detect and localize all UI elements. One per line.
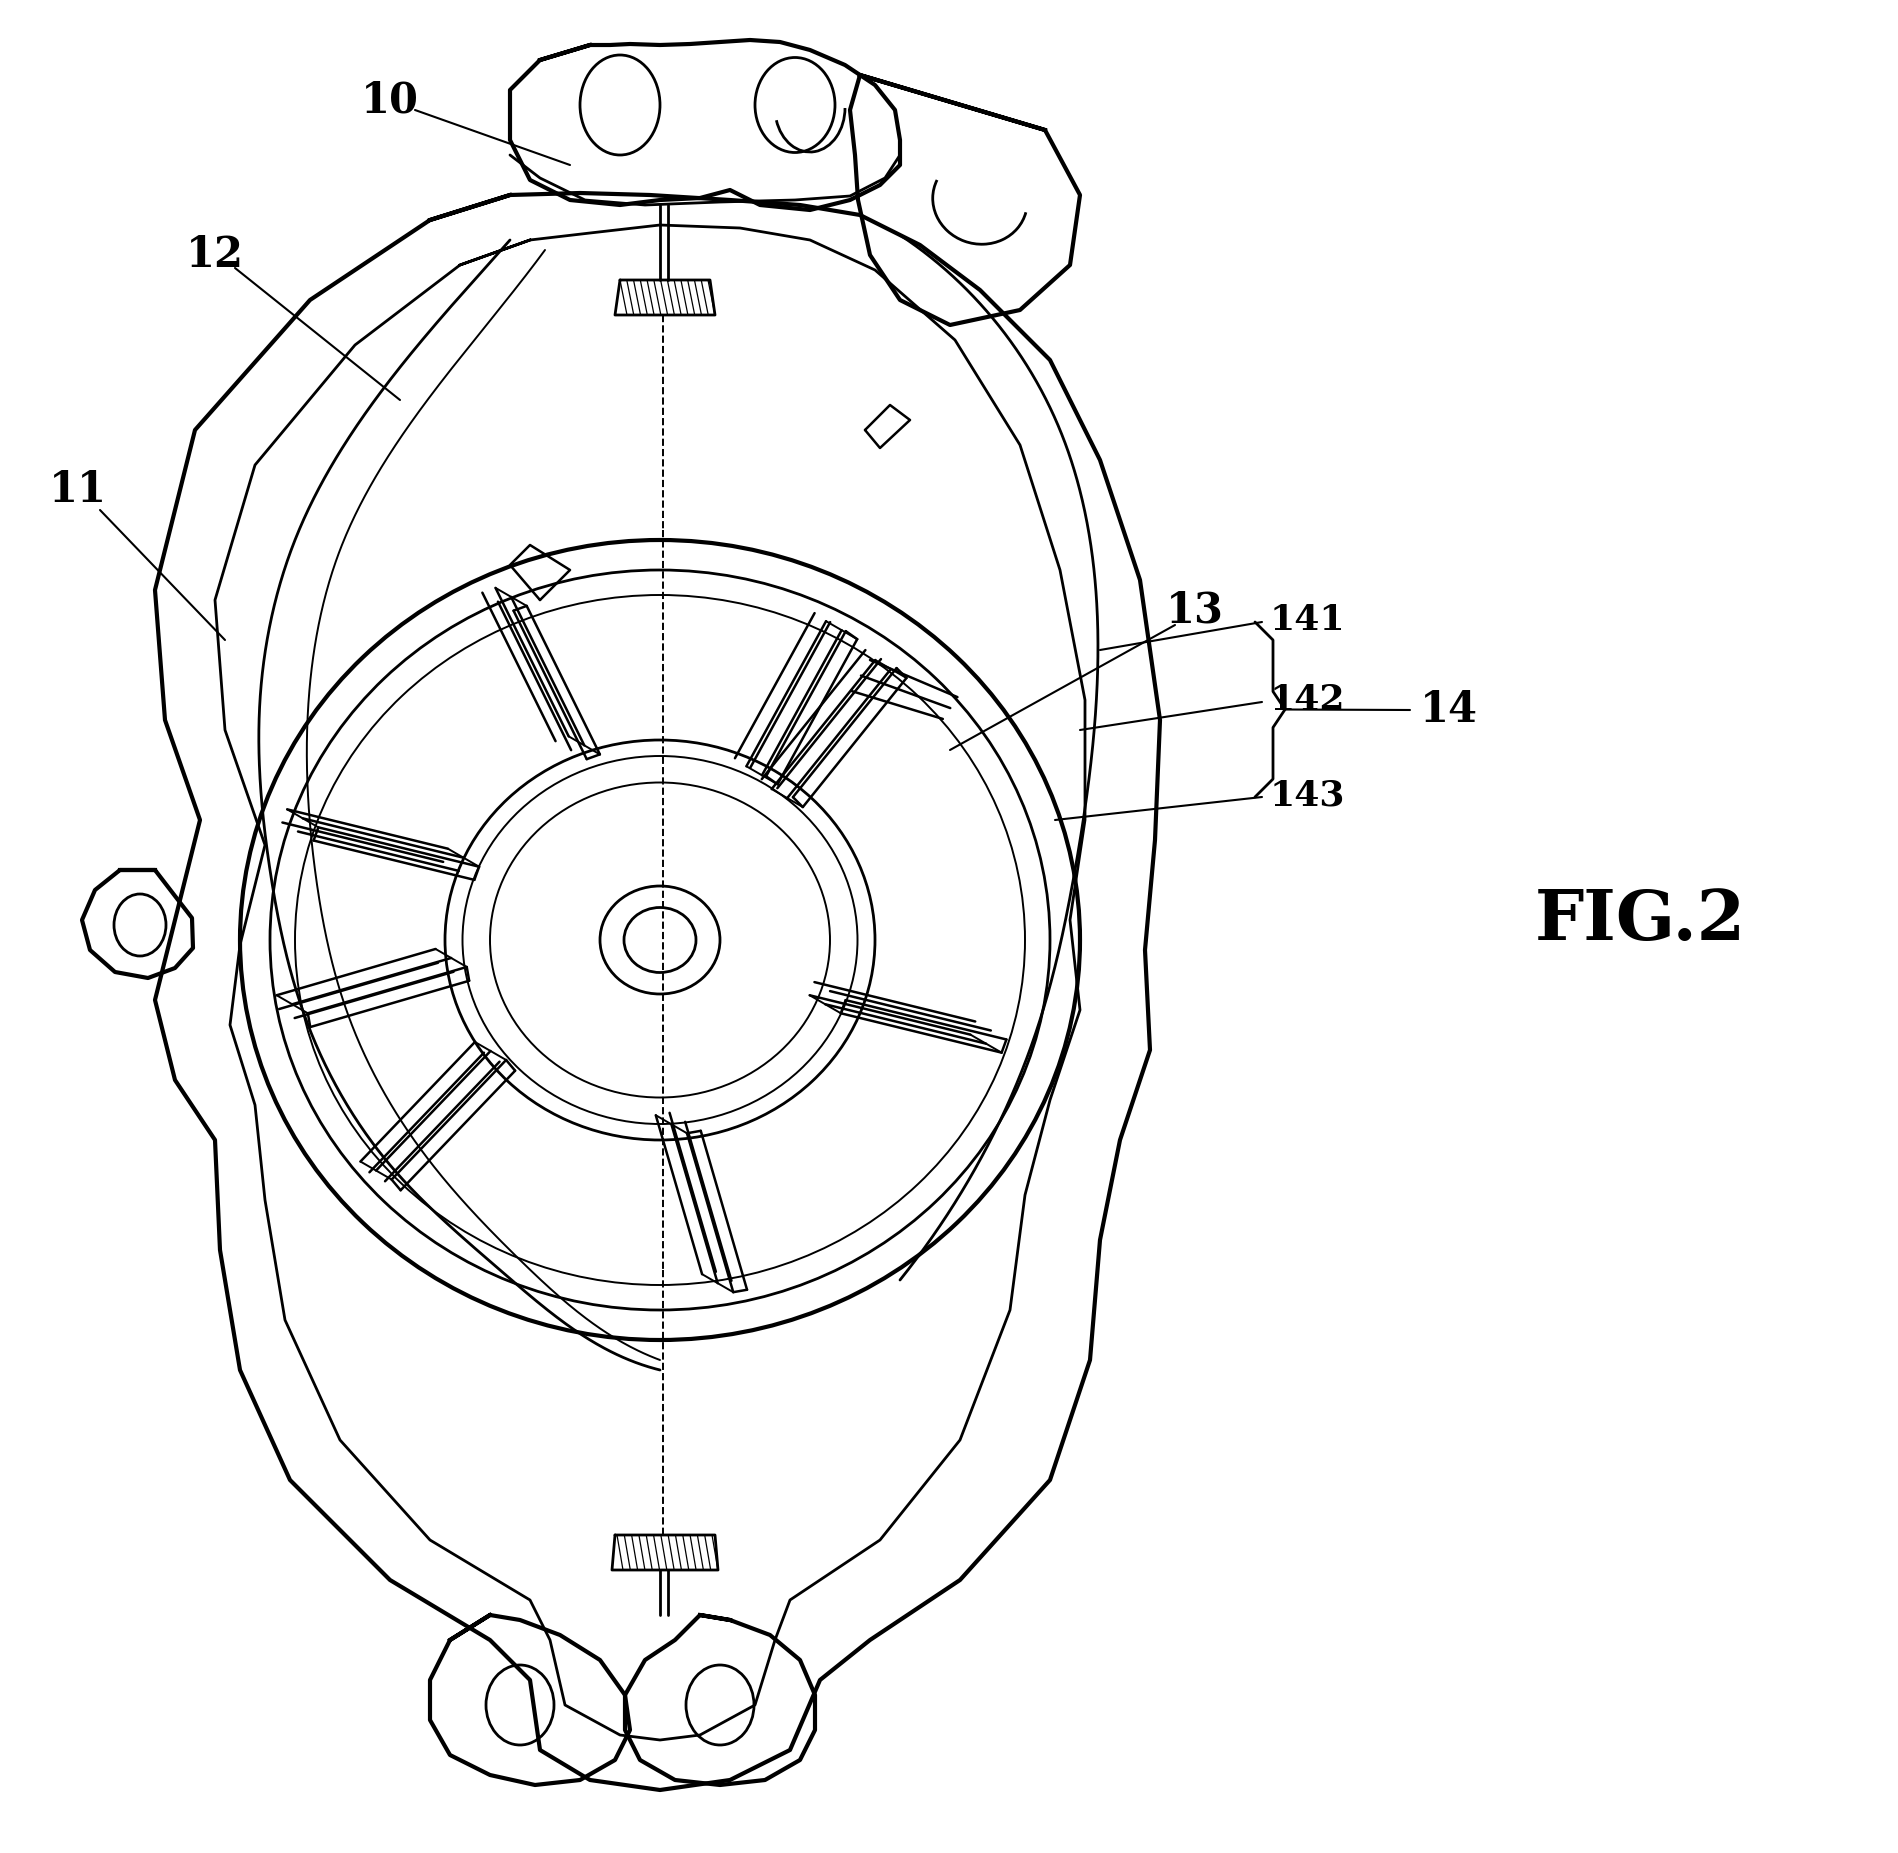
Text: 142: 142 [1270,684,1346,717]
Text: 11: 11 [49,469,106,511]
Text: 10: 10 [361,80,419,120]
Text: 13: 13 [1165,589,1224,632]
Text: 143: 143 [1270,778,1346,812]
Text: FIG.2: FIG.2 [1534,886,1746,954]
Text: 12: 12 [186,233,245,276]
Text: 141: 141 [1270,602,1346,637]
Text: 14: 14 [1420,689,1479,730]
